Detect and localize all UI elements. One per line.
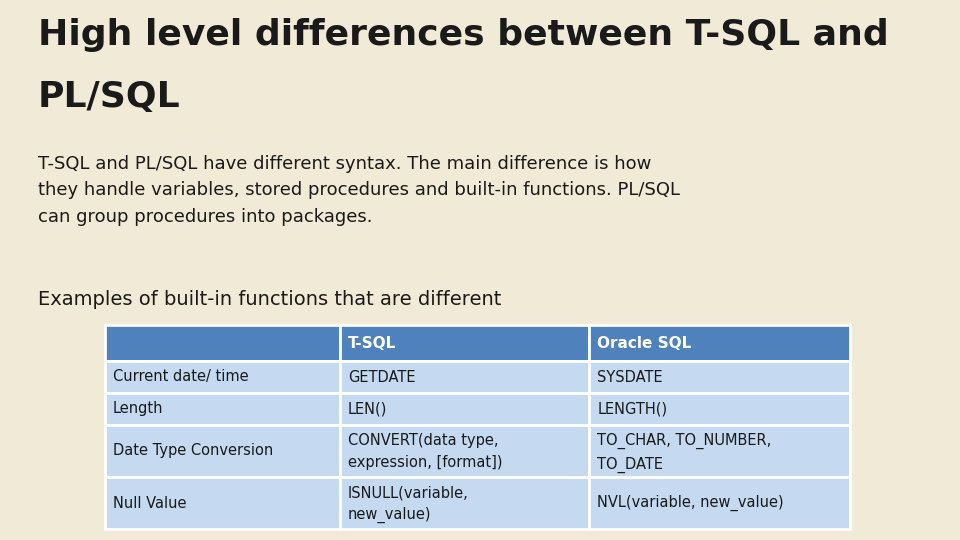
Text: NVL(variable, new_value): NVL(variable, new_value): [597, 495, 784, 511]
Bar: [340, 361, 589, 393]
Text: PL/SQL: PL/SQL: [38, 80, 180, 114]
Bar: [340, 477, 589, 529]
Bar: [340, 425, 589, 477]
Text: TO_CHAR, TO_NUMBER,
TO_DATE: TO_CHAR, TO_NUMBER, TO_DATE: [597, 433, 772, 472]
Bar: [589, 393, 850, 425]
Text: ISNULL(variable,
new_value): ISNULL(variable, new_value): [348, 485, 468, 523]
Text: Date Type Conversion: Date Type Conversion: [113, 443, 274, 458]
Text: High level differences between T-SQL and: High level differences between T-SQL and: [38, 18, 889, 52]
Text: Null Value: Null Value: [113, 496, 186, 510]
Text: Examples of built-in functions that are different: Examples of built-in functions that are …: [38, 290, 501, 309]
Bar: [105, 425, 340, 477]
Bar: [340, 393, 589, 425]
Text: LEN(): LEN(): [348, 402, 387, 416]
Bar: [105, 361, 340, 393]
Bar: [105, 477, 340, 529]
Text: T-SQL: T-SQL: [348, 335, 396, 350]
Text: GETDATE: GETDATE: [348, 369, 415, 384]
Text: LENGTH(): LENGTH(): [597, 402, 667, 416]
Bar: [340, 325, 589, 361]
Text: T-SQL and PL/SQL have different syntax. The main difference is how
they handle v: T-SQL and PL/SQL have different syntax. …: [38, 155, 680, 226]
Bar: [589, 425, 850, 477]
Bar: [105, 393, 340, 425]
Bar: [589, 361, 850, 393]
Bar: [589, 325, 850, 361]
Text: Oracle SQL: Oracle SQL: [597, 335, 691, 350]
Text: CONVERT(data type,
expression, [format]): CONVERT(data type, expression, [format]): [348, 433, 502, 470]
Text: Length: Length: [113, 402, 163, 416]
Bar: [589, 477, 850, 529]
Text: Current date/ time: Current date/ time: [113, 369, 249, 384]
Bar: [105, 325, 340, 361]
Text: SYSDATE: SYSDATE: [597, 369, 662, 384]
